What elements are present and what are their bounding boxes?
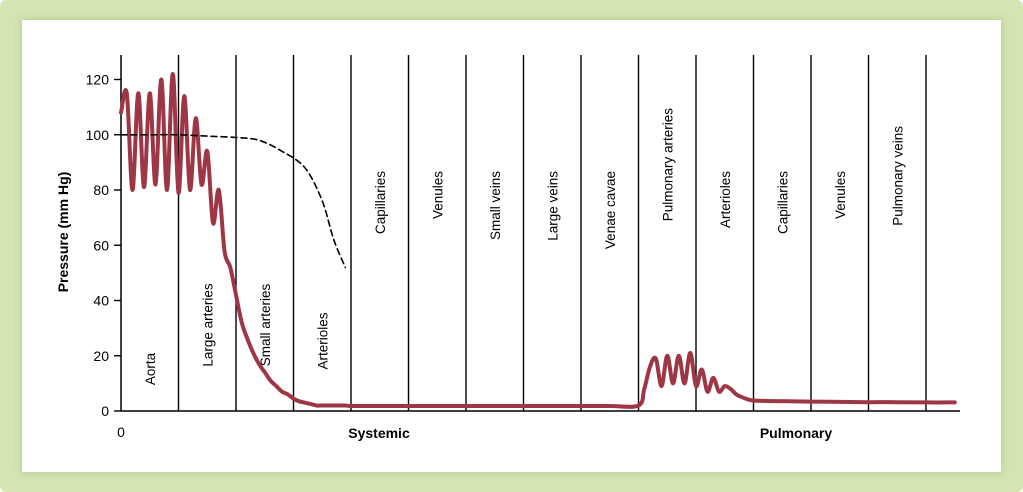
segment-label: Pulmonary veins [890, 126, 905, 226]
mean-pressure-line [120, 133, 347, 269]
segment-label: Large arteries [200, 283, 215, 367]
x-tick-label: 0 [117, 424, 125, 440]
y-tick-label: 100 [86, 127, 110, 143]
y-tick-label: 80 [93, 182, 109, 198]
segment-label: Capillaries [775, 171, 790, 234]
y-tick-label: 120 [86, 72, 110, 88]
pressure-line [119, 71, 957, 409]
segment-label: Venae cavae [603, 171, 618, 249]
segment-label: Arterioles [718, 171, 733, 228]
segment-label: Large veins [545, 171, 560, 241]
y-tick-label: 0 [101, 403, 109, 419]
segment-label: Aorta [143, 352, 158, 385]
group-label-systemic: Systemic [348, 425, 410, 441]
y-tick-label: 40 [93, 293, 109, 309]
segment-label: Small arteries [258, 283, 273, 366]
y-tick-label: 60 [93, 237, 109, 253]
segment-label: Small veins [488, 171, 503, 240]
group-label-pulmonary: Pulmonary [760, 425, 833, 441]
segment-label: Pulmonary arteries [660, 108, 675, 222]
segment-label: Venules [430, 171, 445, 219]
y-tick-label: 20 [93, 348, 109, 364]
y-axis-title: Pressure (mm Hg) [55, 172, 71, 293]
segment-label: Capillaries [373, 171, 388, 234]
segment-label: Arterioles [315, 312, 330, 369]
segment-label: Venules [833, 171, 848, 219]
